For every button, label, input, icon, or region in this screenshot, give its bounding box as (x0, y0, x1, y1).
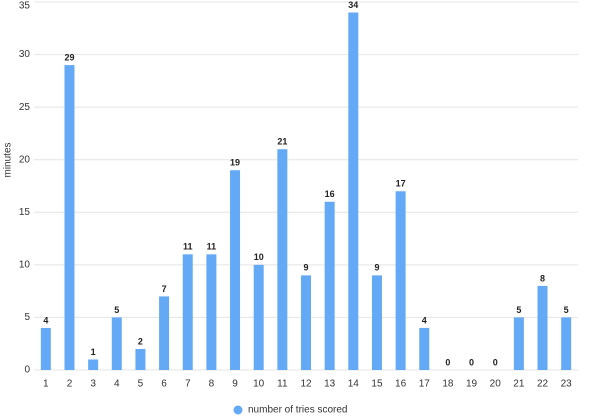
x-tick-label: 16 (395, 379, 407, 390)
data-label: 9 (303, 263, 308, 273)
data-label: 29 (64, 52, 74, 62)
data-label: 5 (114, 305, 119, 315)
y-tick-label: 35 (19, 1, 31, 12)
y-tick-label: 25 (19, 102, 31, 113)
x-tick-label: 12 (300, 379, 312, 390)
x-tick-label: 7 (185, 379, 191, 390)
data-label: 0 (469, 357, 474, 367)
bar (111, 317, 122, 370)
bar (206, 254, 217, 370)
bar (135, 348, 146, 370)
bar (537, 285, 548, 370)
y-tick-label: 20 (19, 154, 31, 165)
y-tick-label: 30 (19, 49, 31, 60)
bar (348, 12, 359, 371)
x-tick-label: 19 (466, 379, 478, 390)
data-label: 34 (348, 0, 358, 10)
x-tick-label: 8 (209, 379, 215, 390)
y-axis-label: minutes (3, 142, 14, 177)
bar (324, 201, 335, 370)
bar (419, 327, 430, 370)
bar (40, 327, 51, 370)
data-label: 7 (162, 284, 167, 294)
data-label: 9 (374, 263, 379, 273)
data-label: 4 (422, 315, 427, 325)
y-tick-label: 0 (24, 365, 30, 376)
bar (301, 275, 311, 370)
data-label: 5 (564, 305, 569, 315)
x-tick-label: 14 (348, 379, 360, 390)
data-label: 0 (493, 357, 498, 367)
x-tick-label: 1 (43, 379, 49, 390)
x-tick-label: 9 (232, 379, 238, 390)
bar (253, 264, 264, 370)
bar (182, 254, 193, 370)
data-label: 1 (91, 347, 96, 357)
bar (395, 191, 406, 370)
x-tick-label: 17 (419, 379, 431, 390)
data-label: 17 (396, 179, 406, 189)
data-label: 11 (207, 242, 217, 252)
x-tick-label: 20 (490, 379, 502, 390)
x-tick-label: 21 (513, 379, 525, 390)
y-tick-label: 10 (19, 259, 31, 270)
bar (513, 317, 524, 370)
data-label: 8 (540, 273, 545, 283)
data-label: 11 (183, 242, 193, 252)
x-tick-label: 5 (138, 379, 144, 390)
data-label: 4 (43, 315, 48, 325)
data-label: 19 (230, 158, 240, 168)
x-tick-label: 13 (324, 379, 336, 390)
bar (561, 317, 572, 370)
legend-marker (233, 405, 243, 415)
x-tick-label: 23 (561, 379, 573, 390)
y-tick-label: 5 (24, 312, 30, 323)
bar (88, 359, 99, 370)
x-tick-label: 3 (90, 379, 96, 390)
data-label: 16 (325, 189, 335, 199)
x-tick-label: 4 (114, 379, 120, 390)
bar (230, 170, 241, 370)
y-tick-label: 15 (19, 207, 31, 218)
bar (64, 65, 75, 370)
data-label: 5 (516, 305, 521, 315)
data-label: 2 (138, 336, 143, 346)
x-tick-label: 11 (277, 379, 288, 390)
x-tick-label: 6 (161, 379, 167, 390)
bar (277, 149, 288, 370)
x-tick-label: 15 (371, 379, 383, 390)
x-tick-label: 18 (442, 379, 454, 390)
x-tick-label: 2 (67, 379, 73, 390)
bar (159, 296, 170, 370)
bar (371, 275, 382, 370)
x-tick-label: 10 (253, 379, 265, 390)
data-label: 0 (445, 357, 450, 367)
data-label: 10 (254, 252, 264, 262)
x-tick-label: 22 (537, 379, 549, 390)
data-label: 21 (277, 137, 287, 147)
legend-label: number of tries scored (248, 405, 348, 416)
